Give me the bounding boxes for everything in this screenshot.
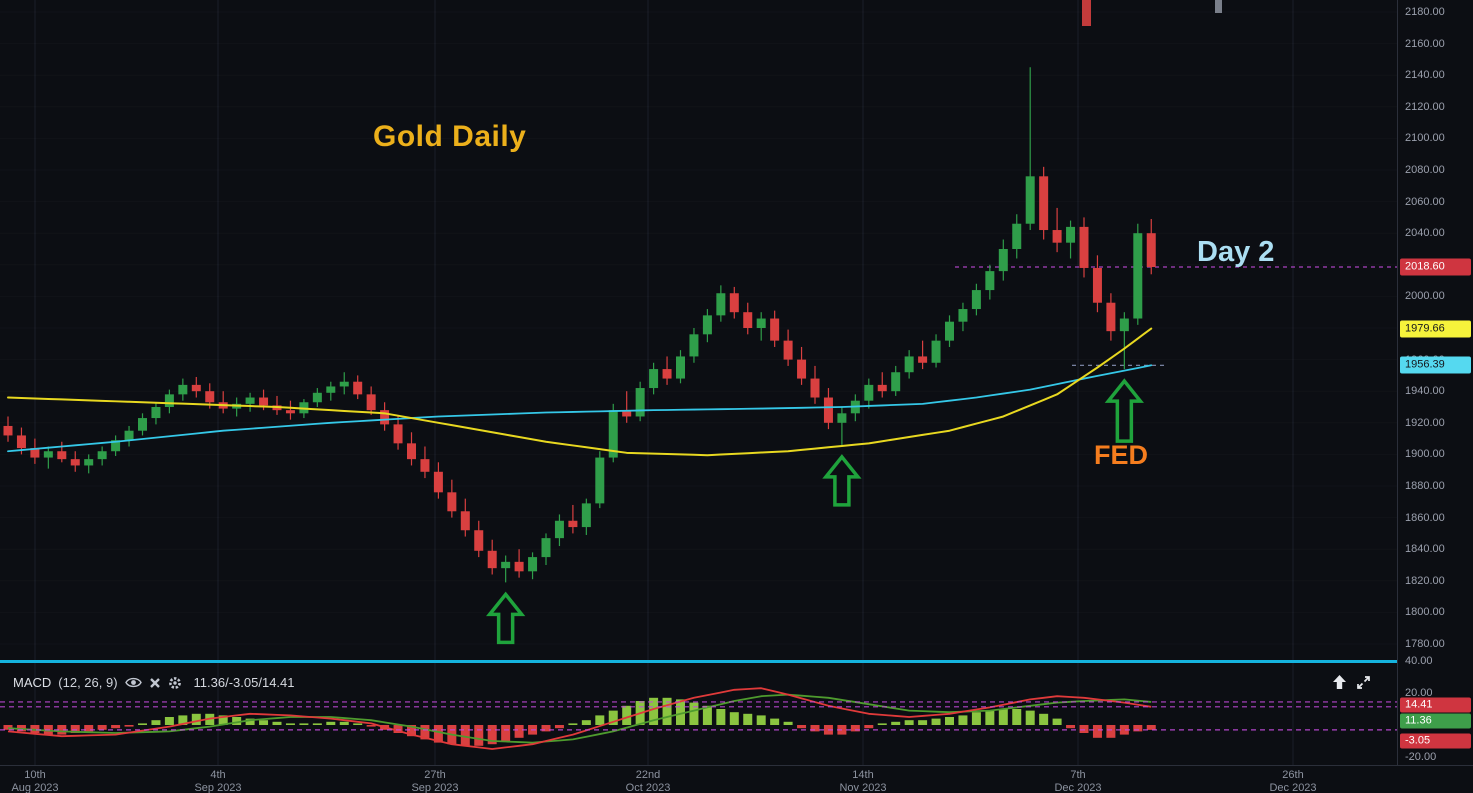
macd-params: (12, 26, 9)	[58, 675, 118, 690]
price-tick-label: 1940.00	[1405, 385, 1445, 398]
up-arrow-icon	[486, 591, 526, 645]
macd-title: MACD	[13, 675, 52, 690]
time-tick-month: Sep 2023	[411, 782, 459, 793]
price-tick-label: 1780.00	[1405, 638, 1445, 650]
time-tick-month: Dec 2023	[1054, 782, 1102, 793]
last-price-badge: 2018.60	[1400, 258, 1471, 276]
main-chart-pane[interactable]: Gold Daily Day 2 FED	[0, 0, 1397, 660]
macd-signal-badge: 14.41	[1400, 697, 1471, 713]
time-tick-label: 4th Sep 2023	[194, 769, 241, 793]
candles-series	[3, 67, 1156, 583]
artifact-gray-bar	[1215, 0, 1222, 13]
time-tick-day: 10th	[24, 769, 46, 781]
horizontal-line-drawing[interactable]	[0, 660, 1397, 663]
time-tick-month: Sep 2023	[194, 782, 242, 793]
price-tick-label: 2000.00	[1405, 290, 1445, 303]
time-tick-label: 26th Dec 2023	[1269, 769, 1316, 793]
time-axis[interactable]: 10th Aug 2023 4th Sep 2023 27th Sep 2023 22nd O…	[0, 765, 1473, 793]
candlestick-chart[interactable]	[0, 0, 1397, 660]
price-tick-label: 2180.00	[1405, 6, 1445, 18]
moving-averages	[7, 327, 1153, 457]
time-tick-month: Nov 2023	[839, 782, 887, 793]
macd-chart[interactable]	[0, 663, 1397, 765]
time-tick-month: Oct 2023	[625, 782, 671, 793]
time-tick-label: 14th Nov 2023	[839, 769, 886, 793]
time-tick-label: 10th Aug 2023	[11, 769, 58, 793]
price-tick-label: 1840.00	[1405, 543, 1445, 556]
time-tick-day: 27th	[424, 769, 446, 781]
macd-tick-label: -20.00	[1405, 751, 1437, 763]
price-tick-label: 2060.00	[1405, 195, 1445, 208]
eye-icon[interactable]	[124, 676, 142, 689]
gear-icon[interactable]	[168, 676, 182, 690]
macd-line-badge: 11.36	[1400, 713, 1471, 729]
price-tick-label: 2160.00	[1405, 37, 1445, 50]
price-tick-label: 1920.00	[1405, 416, 1445, 429]
time-tick-day: 26th	[1282, 769, 1304, 781]
close-icon[interactable]	[149, 677, 161, 689]
price-tick-label: 2140.00	[1405, 69, 1445, 82]
time-tick-day: 7th	[1070, 769, 1086, 781]
time-tick-day: 4th	[210, 769, 226, 781]
price-tick-label: 1860.00	[1405, 511, 1445, 524]
up-arrow-icon	[1104, 378, 1144, 443]
time-tick-label: 7th Dec 2023	[1054, 769, 1101, 793]
price-tick-label: 2120.00	[1405, 100, 1445, 113]
time-tick-label: 27th Sep 2023	[411, 769, 458, 793]
up-arrow-icon	[822, 454, 862, 507]
time-tick-month: Dec 2023	[1269, 782, 1317, 793]
time-tick-month: Aug 2023	[11, 782, 59, 793]
artifact-red-bar	[1082, 0, 1091, 26]
time-tick-label: 22nd Oct 2023	[626, 769, 671, 793]
macd-dashed-levels	[0, 701, 1397, 731]
price-tick-label: 2100.00	[1405, 132, 1445, 145]
price-axis[interactable]: 2180.00 2160.00 2140.00 2120.00 2100.00 2080.…	[1397, 0, 1473, 765]
price-tick-label: 1900.00	[1405, 448, 1445, 461]
grid	[34, 0, 1294, 660]
macd-pane[interactable]	[0, 663, 1397, 765]
macd-hist-badge: -3.05	[1400, 733, 1471, 749]
macd-tick-label: 40.00	[1405, 655, 1433, 667]
time-tick-day: 22nd	[635, 769, 661, 781]
price-tick-label: 2080.00	[1405, 164, 1445, 176]
price-tick-label: 1880.00	[1405, 480, 1445, 492]
price-tick-label: 1800.00	[1405, 606, 1445, 619]
up-arrow-markers[interactable]	[486, 378, 1144, 645]
move-pane-up-icon[interactable]	[1332, 674, 1347, 690]
macd-grid	[34, 663, 1294, 765]
fed-annotation: FED	[1094, 440, 1148, 470]
price-tick-label: 2040.00	[1405, 227, 1445, 240]
macd-tick-label: 20.00	[1405, 687, 1433, 699]
maximize-pane-icon[interactable]	[1356, 675, 1371, 690]
cyan-ma-price-badge: 1956.39	[1400, 356, 1471, 374]
time-tick-day: 14th	[852, 769, 874, 781]
day2-annotation: Day 2	[1197, 236, 1275, 268]
pane-buttons	[1332, 674, 1371, 690]
chart-title: Gold Daily	[373, 120, 527, 153]
price-tick-label: 1820.00	[1405, 574, 1445, 587]
macd-indicator-header: MACD (12, 26, 9) 11.36/-3.05/14.41	[13, 675, 295, 690]
dashed-price-levels	[955, 266, 1397, 366]
macd-values: 11.36/-3.05/14.41	[193, 675, 295, 690]
yellow-ma-price-badge: 1979.66	[1400, 320, 1471, 338]
